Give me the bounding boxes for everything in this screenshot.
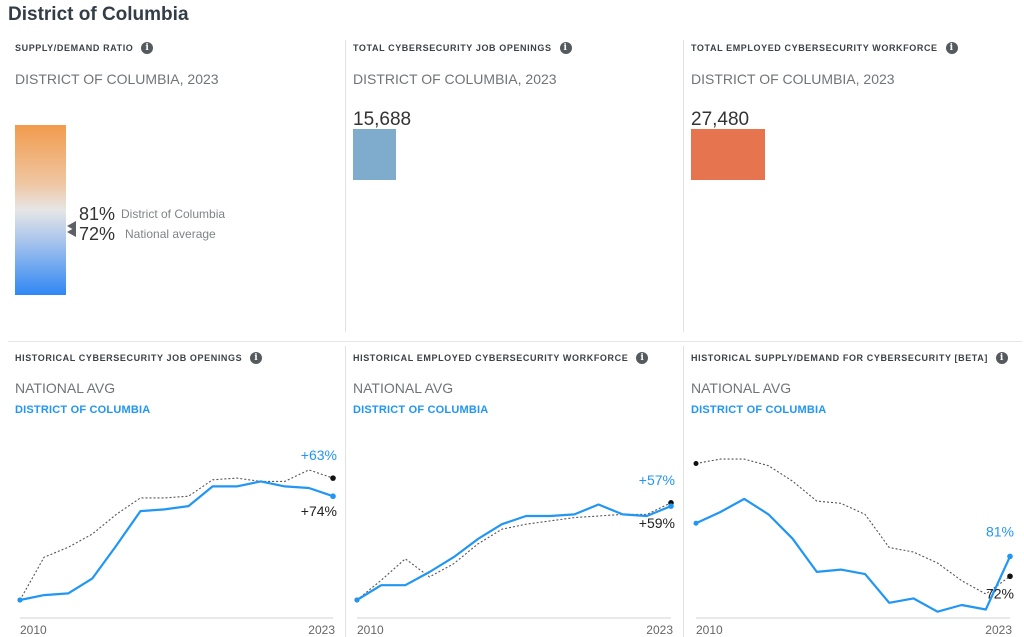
divider — [683, 40, 684, 332]
dc-start-point — [693, 520, 699, 526]
info-icon[interactable]: i — [559, 42, 572, 54]
national-start-point — [693, 460, 699, 466]
legend-dc: DISTRICT OF COLUMBIA — [15, 404, 151, 416]
legend-dc: DISTRICT OF COLUMBIA — [353, 404, 489, 416]
national-end-point — [1007, 573, 1013, 580]
legend-dc: DISTRICT OF COLUMBIA — [691, 404, 827, 416]
dc-start-point — [354, 597, 360, 603]
dc-end-point — [330, 493, 336, 500]
line-chart-workforce: 2010 2023 +57% +59% — [354, 472, 675, 637]
panel-subtitle: DISTRICT OF COLUMBIA, 2023 — [15, 71, 219, 87]
page-title: District of Columbia — [8, 4, 189, 25]
dc-end-point — [668, 503, 674, 509]
legend-national: NATIONAL AVG — [15, 380, 116, 396]
panel-title: TOTAL CYBERSECURITY JOB OPENINGS — [353, 43, 552, 53]
dc-series-line — [19, 480, 334, 602]
x-tick-label: 2010 — [20, 623, 47, 637]
openings-bar — [353, 129, 396, 180]
x-tick-label: 2010 — [696, 623, 723, 637]
info-icon[interactable]: i — [250, 352, 263, 364]
dc-series-line — [356, 503, 672, 601]
line-chart-openings: 2010 2023 +63% +74% — [17, 447, 337, 637]
ratio-marker-icon — [67, 227, 76, 237]
divider — [345, 346, 346, 637]
workforce-bar — [691, 129, 765, 180]
dc-ratio-value: 81% — [79, 204, 116, 224]
dc-end-label: +63% — [301, 447, 337, 463]
ratio-gradient-bar — [15, 125, 66, 295]
ratio-marker-icon — [67, 221, 76, 231]
openings-value: 15,688 — [353, 109, 412, 130]
divider — [8, 341, 1022, 342]
national-end-label: +59% — [639, 515, 675, 531]
national-series-line — [695, 458, 1011, 595]
panel-subtitle: DISTRICT OF COLUMBIA, 2023 — [691, 71, 895, 87]
national-series-line — [356, 502, 672, 601]
legend-national: NATIONAL AVG — [353, 380, 454, 396]
x-tick-label: 2023 — [646, 623, 673, 637]
national-end-point — [330, 475, 336, 481]
national-end-label: +74% — [301, 503, 337, 519]
dc-ratio-label: District of Columbia — [121, 207, 226, 221]
panel-title: TOTAL EMPLOYED CYBERSECURITY WORKFORCE — [691, 43, 938, 53]
divider — [345, 40, 346, 332]
info-icon[interactable]: i — [636, 352, 649, 364]
dc-start-point — [17, 597, 23, 603]
dc-end-point — [1007, 553, 1013, 560]
workforce-value: 27,480 — [691, 109, 750, 130]
info-icon[interactable]: i — [995, 352, 1008, 364]
national-ratio-value: 72% — [79, 224, 116, 244]
line-chart-supply-demand: 2010 2023 81% 72% — [693, 458, 1014, 637]
x-tick-label: 2023 — [308, 623, 335, 637]
chart-title: HISTORICAL SUPPLY/DEMAND FOR CYBERSECURI… — [691, 353, 988, 363]
info-icon[interactable]: i — [141, 42, 154, 54]
national-ratio-label: National average — [125, 227, 216, 241]
chart-title: HISTORICAL CYBERSECURITY JOB OPENINGS — [15, 353, 243, 363]
national-end-label: 72% — [986, 585, 1014, 601]
legend-national: NATIONAL AVG — [691, 380, 792, 396]
info-icon[interactable]: i — [945, 42, 958, 54]
divider — [683, 346, 684, 637]
panel-subtitle: DISTRICT OF COLUMBIA, 2023 — [353, 71, 557, 87]
national-series-line — [19, 469, 334, 601]
dc-end-label: +57% — [639, 472, 675, 488]
panel-title: SUPPLY/DEMAND RATIO — [15, 43, 134, 53]
x-tick-label: 2023 — [985, 623, 1012, 637]
x-tick-label: 2010 — [357, 623, 384, 637]
dc-series-line — [695, 497, 1012, 613]
chart-title: HISTORICAL EMPLOYED CYBERSECURITY WORKFO… — [353, 353, 629, 363]
dc-end-label: 81% — [986, 523, 1014, 539]
